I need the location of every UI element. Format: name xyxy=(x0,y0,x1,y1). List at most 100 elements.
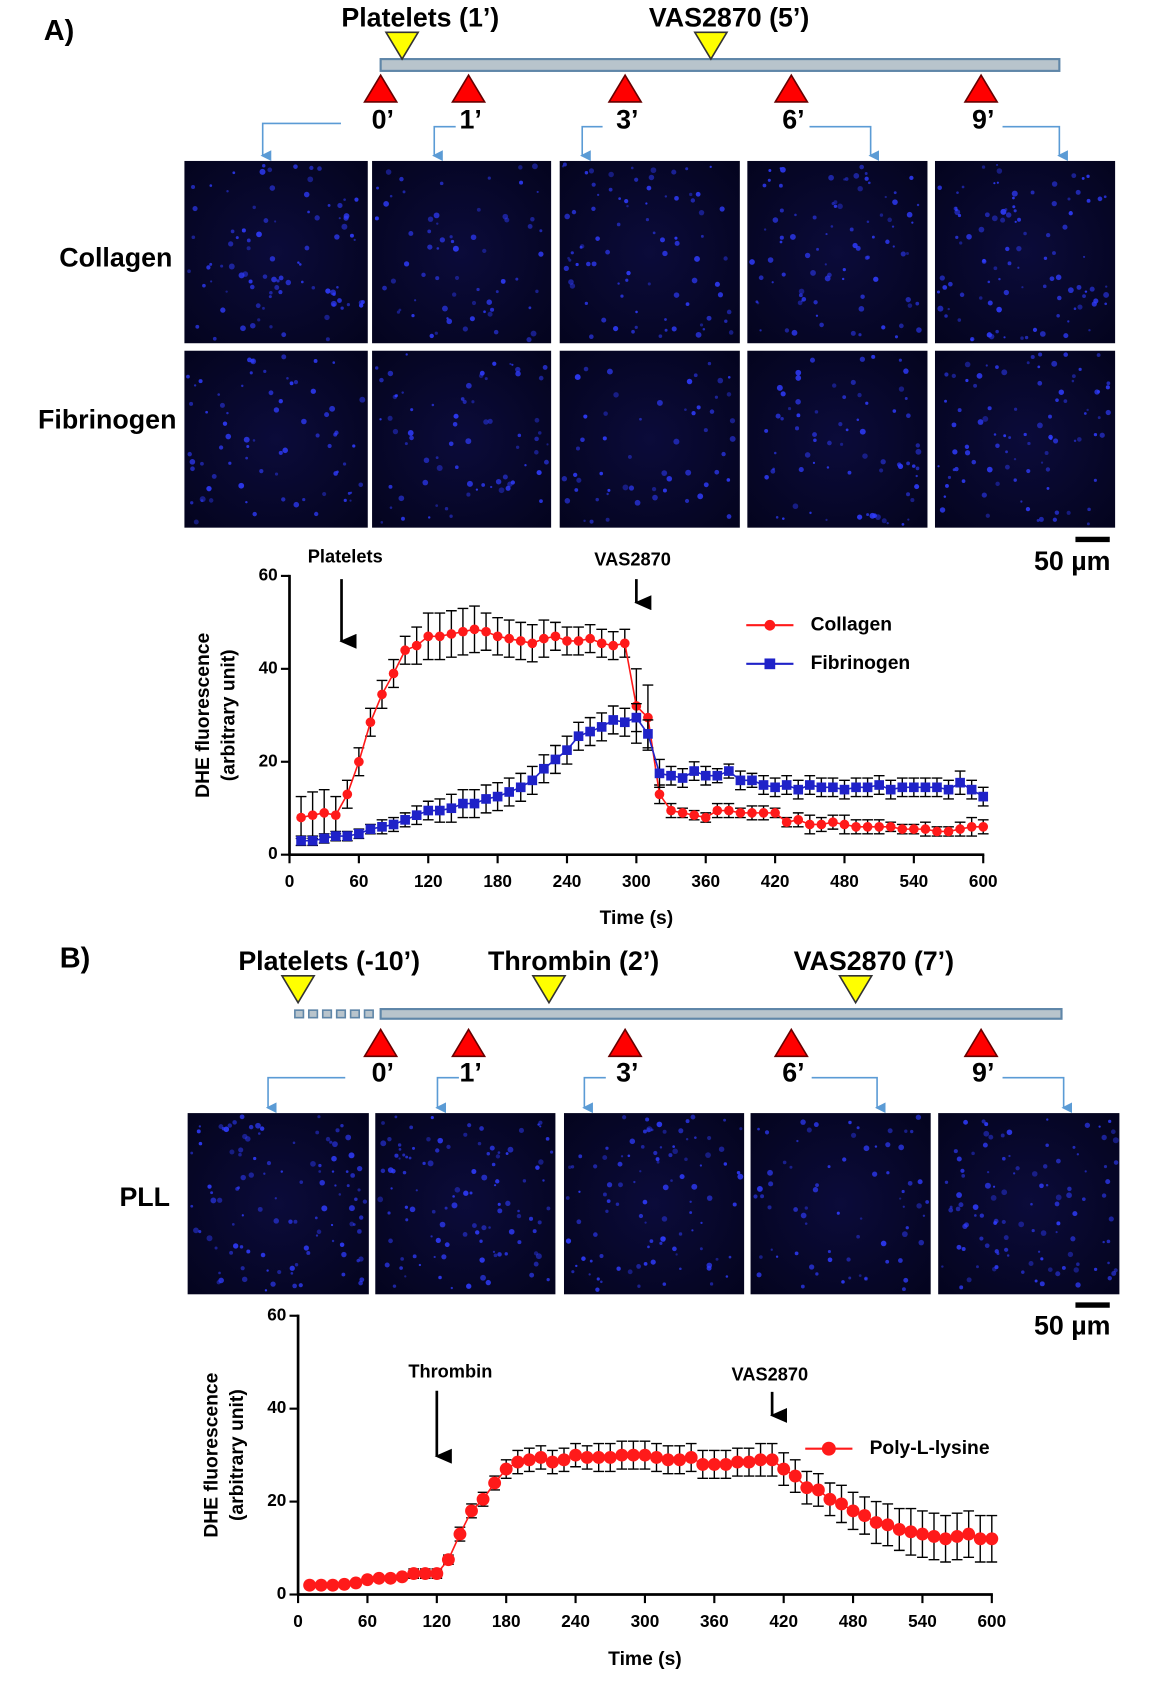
micrograph-cell xyxy=(605,249,610,255)
micrograph-cell xyxy=(1040,1257,1044,1261)
micrograph-cell xyxy=(241,228,246,233)
micrograph-cell xyxy=(874,1145,878,1148)
micrograph-cell xyxy=(698,209,705,216)
micrograph-cell xyxy=(1081,176,1085,180)
micrograph-cell xyxy=(971,459,977,465)
micrograph-cell xyxy=(462,326,468,332)
micrograph-cell xyxy=(278,399,283,404)
micrograph-cell xyxy=(1037,422,1043,429)
micrograph-cell xyxy=(349,491,353,494)
micrograph-cell xyxy=(647,282,651,286)
data-point xyxy=(892,1523,906,1536)
micrograph-cell xyxy=(1045,232,1051,238)
micrograph-cell xyxy=(574,374,581,381)
micrograph-cell xyxy=(341,1251,347,1258)
micrograph-cell xyxy=(1034,1279,1038,1283)
micrograph-cell xyxy=(479,1126,484,1131)
micrograph-cell xyxy=(307,176,314,183)
micrograph-cell xyxy=(755,300,759,304)
micrograph-cell xyxy=(828,174,834,181)
data-point xyxy=(365,824,376,834)
data-point xyxy=(469,624,480,635)
micrograph-cell xyxy=(858,305,865,312)
micrograph-cell xyxy=(269,256,276,262)
data-point xyxy=(719,1457,733,1471)
timepoint-arrow xyxy=(1002,125,1068,161)
micrograph-cell xyxy=(481,1174,488,1181)
micrograph-cell xyxy=(715,1257,719,1261)
micrograph-cell xyxy=(1107,1261,1110,1265)
micrograph-cell xyxy=(575,262,579,267)
micrograph-cell xyxy=(1075,1282,1081,1288)
micrograph-cell xyxy=(210,280,213,283)
micrograph-cell xyxy=(246,238,251,243)
micrograph-cell xyxy=(596,193,600,197)
micrograph-cell xyxy=(841,1280,845,1284)
micrograph-cell xyxy=(706,1195,713,1201)
event-marker xyxy=(384,31,420,61)
data-point xyxy=(488,1476,502,1490)
micrograph-cell xyxy=(331,1239,335,1243)
micrograph-cell xyxy=(976,372,983,379)
data-point xyxy=(943,784,954,795)
micrograph-cell xyxy=(996,181,999,184)
micrograph-cell xyxy=(293,380,299,385)
micrograph-cell xyxy=(268,295,272,299)
micrograph-cell xyxy=(600,1280,603,1284)
micrograph-cell xyxy=(907,1180,913,1186)
data-point xyxy=(966,821,977,832)
micrograph-cell xyxy=(1075,189,1081,195)
micrograph-cell xyxy=(535,289,539,294)
x-tick-label: 240 xyxy=(553,871,582,891)
micrograph-cell xyxy=(899,1197,902,1200)
micrograph-cell xyxy=(240,1174,246,1181)
micrograph-cell xyxy=(423,457,430,464)
data-point xyxy=(372,1571,386,1585)
micrograph-cell xyxy=(241,384,244,388)
micrograph-cell xyxy=(1006,1129,1013,1136)
micrograph-cell xyxy=(564,213,571,220)
micrograph-cell xyxy=(431,403,435,407)
micrograph-cell xyxy=(490,485,493,489)
micrograph-cell xyxy=(736,1170,741,1175)
row-label: PLL xyxy=(119,1182,170,1212)
data-point xyxy=(596,638,607,649)
micrograph-cell xyxy=(993,182,996,185)
data-point xyxy=(858,1509,872,1522)
micrograph-cell xyxy=(804,452,811,458)
data-point xyxy=(862,821,873,832)
micrograph-cell xyxy=(608,171,614,178)
micrograph-cell xyxy=(1097,196,1103,202)
micrograph-cell xyxy=(1084,1122,1091,1128)
micrograph-cell xyxy=(297,261,300,264)
micrograph-cell xyxy=(804,1206,808,1210)
micrograph-cell xyxy=(325,288,331,294)
micrograph-cell xyxy=(795,369,802,376)
micrograph-cell xyxy=(353,238,356,241)
x-tick-label: 60 xyxy=(358,1611,377,1631)
micrograph-cell xyxy=(1082,294,1086,299)
micrograph-cell xyxy=(706,1265,712,1271)
micrograph-cell xyxy=(897,463,904,469)
data-point xyxy=(985,1532,999,1546)
micrograph-cell xyxy=(348,1152,355,1159)
micrograph-cell xyxy=(446,1144,451,1150)
micrograph-cell xyxy=(530,217,535,222)
micrograph-cell xyxy=(982,258,986,263)
micrograph-cell xyxy=(945,483,949,488)
micrograph-cell xyxy=(535,1165,540,1170)
micrograph-cell xyxy=(842,395,847,400)
micrograph-cell xyxy=(471,1169,477,1175)
data-point xyxy=(608,640,619,651)
micrograph-cell xyxy=(192,205,198,212)
micrograph-cell xyxy=(387,415,393,421)
micrograph-cell xyxy=(622,484,629,491)
annotation: VAS2870 xyxy=(732,1365,809,1385)
micrograph-cell xyxy=(1091,301,1097,307)
micrograph-cell xyxy=(439,1221,446,1228)
micrograph-cell xyxy=(193,1227,199,1234)
micrograph-cell xyxy=(958,1202,964,1208)
micrograph-cell xyxy=(324,314,330,321)
micrograph-cell xyxy=(337,298,342,303)
timepoint-arrow xyxy=(582,1076,606,1114)
